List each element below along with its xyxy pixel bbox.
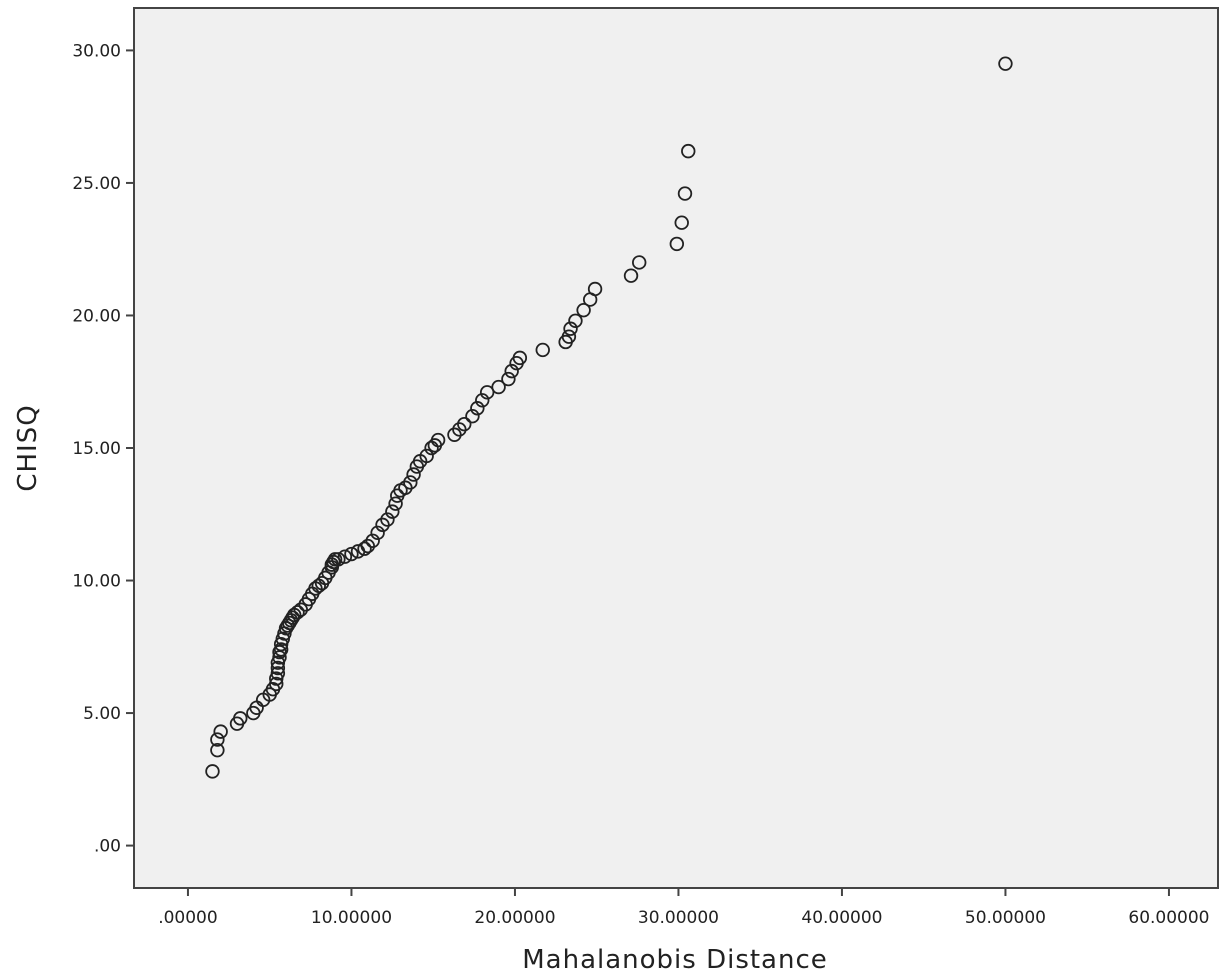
data-point (576, 302, 591, 318)
data-point (269, 676, 284, 692)
data-point (998, 56, 1013, 71)
data-point (272, 644, 287, 660)
y-tick-label: 25.00 (72, 174, 121, 194)
x-tick-label: 60.00000 (1128, 908, 1209, 928)
data-point (535, 342, 550, 358)
data-point (561, 329, 577, 344)
x-axis-ticks: .00000 10.00000 20.00000 30.00000 40.00000 50… (158, 888, 1210, 928)
data-point (563, 321, 578, 336)
x-tick-label: 20.00000 (474, 908, 555, 928)
data-point (233, 711, 248, 726)
data-point (403, 475, 418, 490)
data-point (365, 533, 380, 548)
x-tick-label: 40.00000 (801, 908, 882, 928)
data-point (205, 764, 220, 779)
data-point (270, 666, 286, 681)
data-point (344, 546, 359, 562)
data-point (475, 393, 490, 408)
data-point (669, 236, 685, 252)
data-point (331, 552, 346, 567)
data-points (205, 56, 1013, 779)
data-point (210, 742, 225, 758)
x-tick-label: .00000 (158, 908, 217, 928)
y-axis-title: CHISQ (13, 404, 43, 491)
data-point (512, 350, 528, 366)
data-point (504, 363, 519, 379)
data-point (213, 724, 228, 739)
data-point (270, 660, 286, 676)
data-point (623, 268, 639, 283)
data-point (677, 186, 693, 201)
data-point (388, 496, 403, 511)
plot-frame (133, 7, 1219, 889)
plot-area (134, 8, 1218, 888)
y-axis-ticks: .00 5.00 10.00 15.00 20.00 25.00 30.00 (72, 41, 134, 857)
data-point (385, 504, 400, 519)
data-point (674, 215, 689, 230)
data-point (273, 642, 289, 657)
data-point (380, 512, 395, 527)
data-point (370, 525, 385, 541)
data-point (419, 448, 434, 464)
y-tick-label: 5.00 (83, 704, 121, 724)
data-point (470, 401, 485, 416)
data-point (337, 549, 353, 564)
data-point (681, 143, 696, 159)
data-point (632, 255, 647, 270)
x-axis-title: Mahalanobis Distance (522, 945, 828, 971)
data-point (210, 732, 225, 747)
data-point (568, 313, 583, 328)
data-point (290, 605, 305, 620)
data-point (457, 416, 472, 432)
y-tick-label: 20.00 (72, 306, 121, 326)
data-point (501, 371, 516, 387)
data-point (465, 408, 480, 424)
data-point (357, 541, 372, 556)
x-tick-label: 10.00000 (311, 908, 392, 928)
data-point (479, 385, 495, 400)
x-tick-label: 50.00000 (965, 908, 1046, 928)
y-tick-label: 30.00 (72, 41, 121, 61)
y-tick-label: 10.00 (72, 572, 121, 592)
x-tick-label: 30.00000 (638, 908, 719, 928)
data-point (491, 379, 506, 395)
data-point (587, 281, 603, 297)
data-point (430, 432, 446, 448)
y-tick-label: 15.00 (72, 439, 121, 459)
data-point (406, 467, 421, 482)
y-tick-label: .00 (94, 837, 121, 857)
